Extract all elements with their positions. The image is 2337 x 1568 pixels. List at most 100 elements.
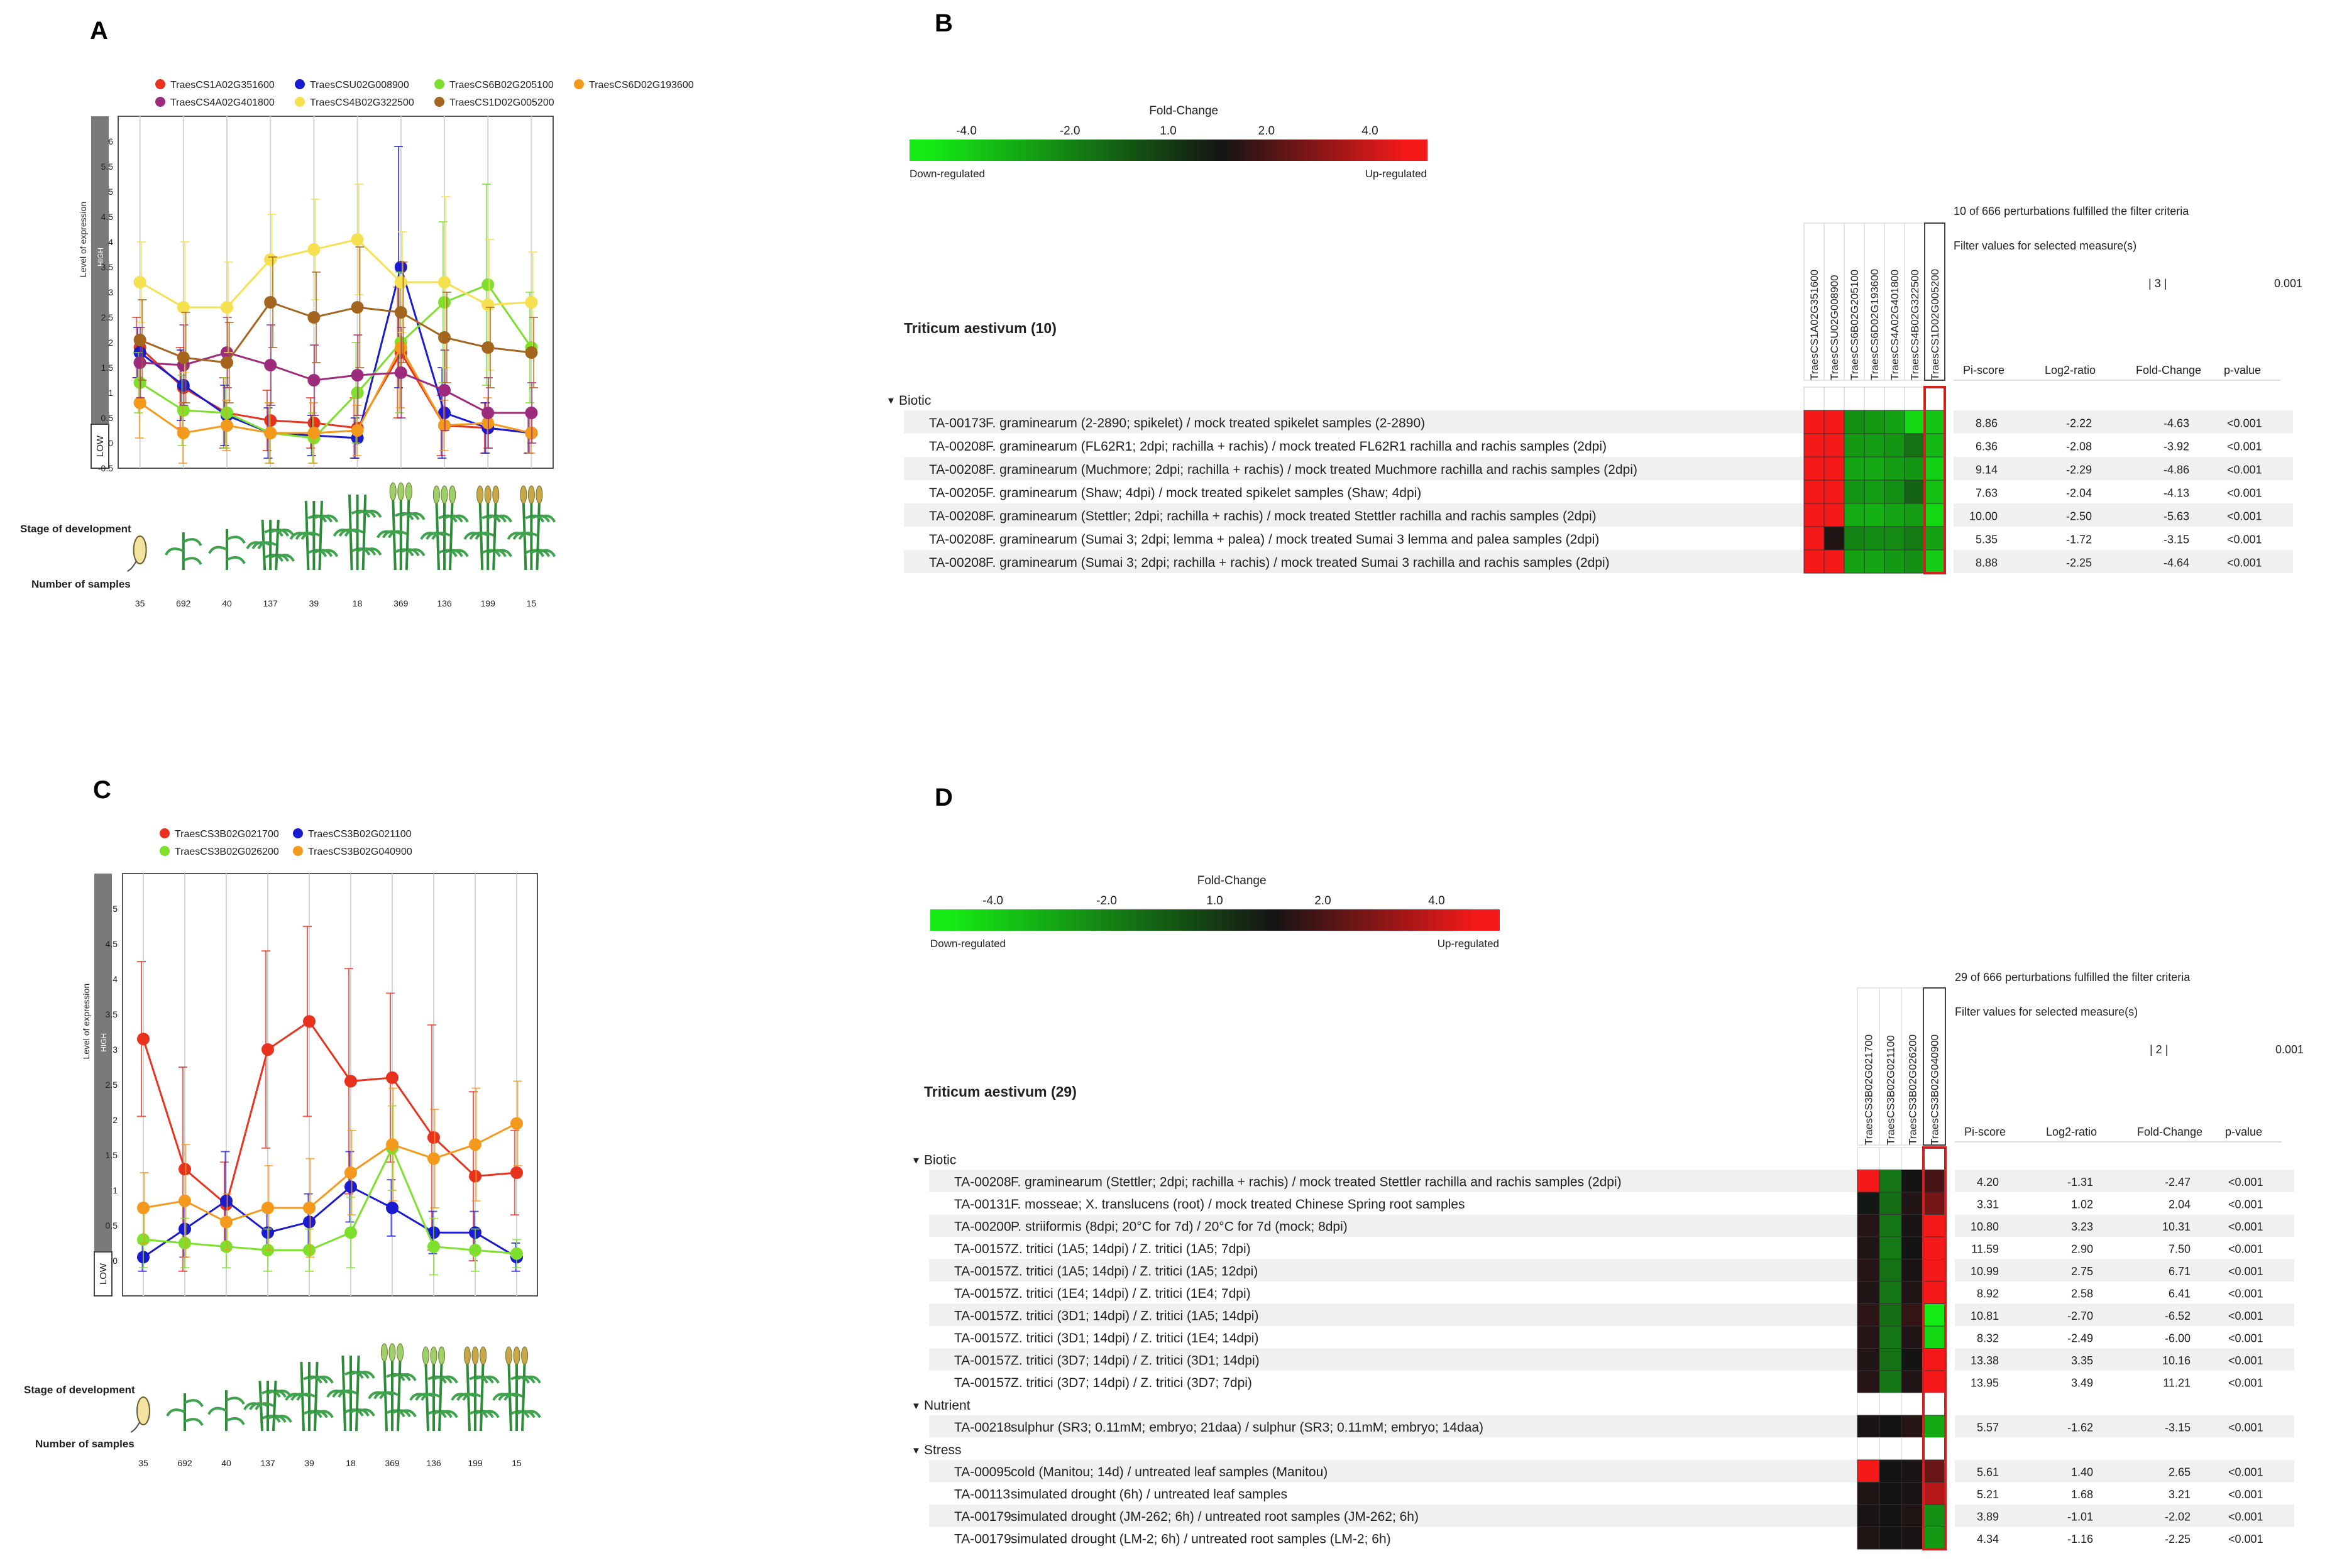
data-point	[137, 1233, 150, 1246]
heatmap-cell	[1857, 1504, 1880, 1527]
ear-icon	[476, 485, 484, 504]
scale-swatch	[951, 909, 960, 931]
scale-swatch	[961, 140, 969, 161]
heatmap-cell	[1857, 1170, 1880, 1193]
ear-icon	[389, 482, 397, 501]
data-point	[351, 369, 364, 381]
table-row: TA-00113 simulated drought (6h) / untreat…	[954, 1482, 2263, 1505]
data-point	[351, 301, 364, 314]
row-id: TA-00208	[954, 1175, 1011, 1189]
stat-header: Fold-Change	[2137, 1126, 2202, 1138]
heatmap-cell	[1857, 1348, 1880, 1371]
scale-swatch	[1219, 140, 1228, 161]
legend-marker	[434, 79, 444, 89]
selected-column-highlight	[1922, 1146, 1947, 1550]
p-value: <0.001	[2227, 417, 2262, 430]
scale-swatch	[1023, 909, 1031, 931]
group-spacer-cell	[1803, 387, 1825, 411]
legend-entry: TraesCS1D02G005200	[449, 97, 554, 108]
group-spacer-cell	[1923, 1437, 1946, 1461]
stage-row-label: Stage of development	[24, 1384, 135, 1396]
scale-swatch	[1001, 909, 1009, 931]
leaf-icon	[462, 1393, 481, 1401]
table-row: TA-00157 Z. tritici (1A5; 14dpi) / Z. tri…	[929, 1259, 2294, 1282]
row-id: TA-00157	[954, 1242, 1011, 1256]
data-point	[469, 1138, 481, 1151]
ear-icon	[521, 1346, 529, 1365]
collapse-icon: ▼	[911, 1445, 921, 1456]
leaf-icon	[255, 1402, 274, 1411]
scale-swatch	[987, 909, 995, 931]
p-value: <0.001	[2228, 1198, 2263, 1211]
group-header: Biotic	[899, 393, 931, 408]
leaf-icon	[251, 541, 272, 550]
heatmap-cell	[1803, 480, 1825, 504]
data-point	[303, 1202, 316, 1214]
heatmap-cell	[1884, 526, 1905, 551]
row-id: TA-00157	[954, 1308, 1011, 1323]
column-header: TraesCS4A02G401800	[1889, 270, 1901, 380]
x-axis-label: Number of samples	[35, 1438, 135, 1450]
table-row: TA-00179 simulated drought (LM-2; 6h) / u…	[954, 1527, 2263, 1550]
data-point	[133, 334, 146, 346]
log2-ratio: -2.04	[2066, 487, 2092, 500]
group-spacer-cell	[1857, 1437, 1880, 1461]
scale-swatch	[1400, 140, 1409, 161]
y-tick-label: 3	[113, 1044, 118, 1055]
x-tick-label: 40	[222, 598, 232, 608]
log2-ratio: 3.23	[2071, 1220, 2093, 1233]
table-row: TA-00095 cold (Manitou; 14d) / untreated …	[929, 1459, 2294, 1483]
y-tick-label: 1	[108, 388, 113, 398]
data-point	[307, 374, 321, 387]
stat-header: p-value	[2225, 1126, 2262, 1138]
scale-swatch	[965, 909, 974, 931]
expression-level-bar	[94, 874, 112, 1296]
stage-icon	[208, 529, 246, 570]
ear-icon	[388, 1343, 396, 1362]
data-point	[394, 261, 407, 273]
scale-swatch	[1094, 909, 1102, 931]
log2-ratio: -2.08	[2066, 441, 2092, 453]
heatmap-cell	[1823, 456, 1845, 481]
leaf-icon	[184, 1399, 204, 1408]
table-row: TA-00208 F. graminearum (Stettler; 2dpi; …	[904, 503, 2293, 527]
leaf-icon	[503, 1393, 523, 1401]
data-point	[394, 306, 407, 319]
stem-icon	[272, 1380, 277, 1432]
leaf-icon	[498, 1393, 517, 1401]
x-tick-label: 35	[138, 1458, 148, 1468]
p-value: <0.001	[2228, 1354, 2263, 1367]
row-stripe	[929, 1505, 1857, 1527]
heatmap-cell	[1879, 1214, 1902, 1237]
scale-swatch	[1108, 909, 1116, 931]
scale-swatch	[1420, 140, 1427, 161]
pi-score: 13.38	[1971, 1354, 1999, 1367]
scale-swatch	[1019, 140, 1027, 161]
heatmap-cell	[1884, 480, 1905, 504]
data-point	[179, 1194, 191, 1207]
pi-score: 4.20	[1977, 1176, 1999, 1188]
log2-ratio: -2.70	[2067, 1310, 2093, 1322]
pi-score: 6.36	[1976, 441, 1998, 453]
leaf-icon	[226, 1396, 245, 1405]
heatmap-cell	[1923, 1303, 1946, 1327]
pi-score: 8.32	[1977, 1332, 1999, 1345]
data-point	[221, 356, 233, 369]
scale-swatch	[1214, 909, 1223, 931]
panel-D: D Fold-Change -4.0 -2.0 1.0 2.0 4.0 Down-regula…	[911, 784, 2304, 1550]
x-tick-label: 136	[426, 1458, 441, 1468]
leaf-icon	[182, 557, 202, 566]
fold-change: -2.47	[2165, 1176, 2191, 1188]
data-point	[481, 341, 495, 354]
leaf-icon	[344, 529, 364, 537]
data-point	[438, 331, 451, 344]
log2-ratio: 3.35	[2071, 1354, 2093, 1367]
scale-swatch	[1245, 140, 1253, 161]
column-header: TraesCS1A02G351600	[1808, 270, 1820, 380]
heatmap-cell	[1864, 503, 1885, 527]
stage-icon	[130, 1396, 150, 1433]
heatmap-cell	[1857, 1527, 1880, 1550]
heatmap-cell	[1923, 1348, 1946, 1371]
leaf-icon	[431, 532, 451, 540]
leaf-icon	[362, 547, 382, 556]
